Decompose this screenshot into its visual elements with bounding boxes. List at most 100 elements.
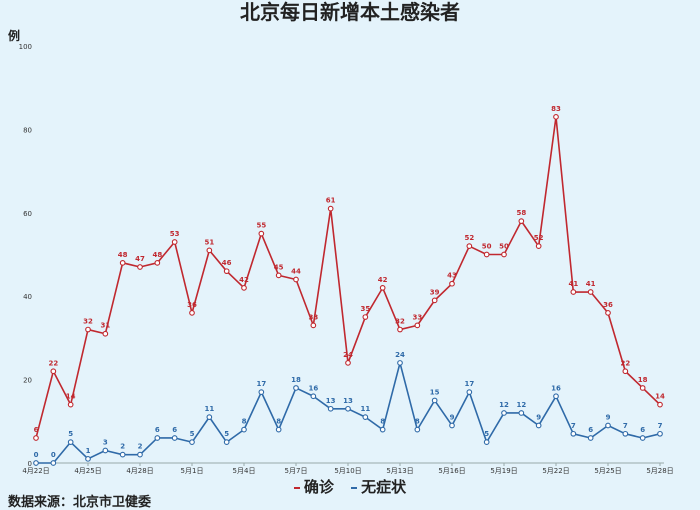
x-tick-label: 5月13日 xyxy=(386,467,413,475)
series-line-confirmed xyxy=(35,116,661,439)
data-label-confirmed: 52 xyxy=(464,234,474,242)
data-point-asymptomatic xyxy=(379,426,386,433)
data-point-asymptomatic xyxy=(206,414,213,420)
data-point-confirmed xyxy=(449,280,455,287)
data-point-asymptomatic xyxy=(587,435,594,441)
x-tick-label: 4月25日 xyxy=(74,467,101,475)
data-label-asymptomatic: 6 xyxy=(640,426,645,434)
x-tick-label: 5月25日 xyxy=(594,467,621,475)
data-label-asymptomatic: 17 xyxy=(256,380,266,388)
x-tick-label: 5月7日 xyxy=(285,467,308,475)
data-point-asymptomatic xyxy=(189,439,195,446)
data-point-asymptomatic xyxy=(241,426,247,433)
data-label-confirmed: 33 xyxy=(308,313,318,321)
data-label-confirmed: 48 xyxy=(118,251,128,259)
data-label-confirmed: 53 xyxy=(170,230,180,238)
data-label-confirmed: 14 xyxy=(655,393,665,401)
data-point-confirmed xyxy=(67,401,74,408)
data-label-asymptomatic: 2 xyxy=(120,443,125,451)
data-point-confirmed xyxy=(154,259,161,266)
data-point-confirmed xyxy=(431,297,438,304)
data-point-confirmed xyxy=(501,251,507,258)
legend-label-asymptomatic: 无症状 xyxy=(361,478,407,496)
x-tick-label: 5月19日 xyxy=(490,467,517,475)
data-label-confirmed: 32 xyxy=(83,318,93,326)
data-point-asymptomatic xyxy=(223,439,230,446)
data-point-confirmed xyxy=(518,218,525,224)
data-point-confirmed xyxy=(345,360,351,366)
legend-label-confirmed: 确诊 xyxy=(303,478,334,496)
data-label-asymptomatic: 8 xyxy=(276,418,281,426)
data-point-confirmed xyxy=(535,243,542,250)
data-label-confirmed: 50 xyxy=(499,243,509,251)
data-point-asymptomatic xyxy=(50,460,57,466)
data-point-confirmed xyxy=(241,285,247,291)
data-label-asymptomatic: 7 xyxy=(623,422,628,430)
legend-swatch-asymptomatic xyxy=(351,486,358,489)
y-tick-label: 0 xyxy=(28,460,32,468)
data-label-asymptomatic: 5 xyxy=(484,430,489,438)
data-label-confirmed: 42 xyxy=(378,276,388,284)
data-point-confirmed xyxy=(33,435,39,441)
data-label-confirmed: 43 xyxy=(447,272,457,280)
data-label-confirmed: 42 xyxy=(239,276,249,284)
data-label-asymptomatic: 2 xyxy=(138,443,143,451)
data-label-asymptomatic: 12 xyxy=(516,401,526,409)
data-label-asymptomatic: 5 xyxy=(190,430,195,438)
data-point-asymptomatic xyxy=(154,435,161,441)
data-point-asymptomatic xyxy=(327,405,334,412)
data-point-confirmed xyxy=(223,268,230,275)
data-point-asymptomatic xyxy=(449,422,455,429)
data-point-confirmed xyxy=(553,114,559,120)
data-point-confirmed xyxy=(414,322,421,329)
data-point-confirmed xyxy=(137,264,143,270)
x-tick-label: 4月28日 xyxy=(126,467,153,475)
data-point-confirmed xyxy=(622,368,629,375)
x-tick-label: 4月22日 xyxy=(22,467,49,475)
data-point-asymptomatic xyxy=(553,393,559,400)
data-label-asymptomatic: 9 xyxy=(450,413,455,421)
data-label-confirmed: 61 xyxy=(326,197,336,205)
data-label-asymptomatic: 9 xyxy=(606,413,611,421)
data-label-asymptomatic: 24 xyxy=(395,351,405,359)
data-point-asymptomatic xyxy=(639,435,646,441)
data-point-asymptomatic xyxy=(293,385,299,391)
data-label-asymptomatic: 16 xyxy=(308,384,318,392)
data-label-asymptomatic: 17 xyxy=(464,380,474,388)
data-point-confirmed xyxy=(102,330,109,337)
x-tick-label: 5月16日 xyxy=(438,467,465,475)
legend-item-confirmed[interactable]: 确诊 xyxy=(293,477,334,497)
data-point-asymptomatic xyxy=(622,430,629,437)
data-point-confirmed xyxy=(639,385,646,391)
y-tick-label: 100 xyxy=(19,43,32,51)
legend-item-asymptomatic[interactable]: 无症状 xyxy=(351,477,406,497)
data-label-confirmed: 52 xyxy=(534,234,544,242)
data-label-asymptomatic: 5 xyxy=(68,430,73,438)
series-line-asymptomatic xyxy=(36,362,661,464)
data-point-asymptomatic xyxy=(397,360,403,366)
data-label-asymptomatic: 6 xyxy=(588,426,593,434)
data-label-confirmed: 32 xyxy=(395,318,405,326)
data-point-confirmed xyxy=(275,272,282,279)
data-label-asymptomatic: 9 xyxy=(536,413,541,421)
data-point-asymptomatic xyxy=(258,389,265,395)
data-point-confirmed xyxy=(258,230,265,237)
data-point-asymptomatic xyxy=(137,451,143,458)
data-point-asymptomatic xyxy=(431,397,438,404)
data-point-asymptomatic xyxy=(67,439,74,446)
data-label-asymptomatic: 18 xyxy=(291,376,301,384)
data-point-asymptomatic xyxy=(171,435,178,441)
data-point-asymptomatic xyxy=(570,430,577,437)
data-point-asymptomatic xyxy=(33,460,39,466)
data-label-asymptomatic: 11 xyxy=(204,405,214,413)
data-label-confirmed: 47 xyxy=(135,255,145,263)
data-label-confirmed: 48 xyxy=(152,251,162,259)
data-point-confirmed xyxy=(50,368,57,375)
data-label-asymptomatic: 5 xyxy=(224,430,229,438)
data-label-asymptomatic: 1 xyxy=(86,447,91,455)
data-point-confirmed xyxy=(379,285,386,291)
data-point-confirmed xyxy=(483,251,490,258)
data-label-asymptomatic: 6 xyxy=(172,426,177,434)
data-point-confirmed xyxy=(397,326,403,333)
